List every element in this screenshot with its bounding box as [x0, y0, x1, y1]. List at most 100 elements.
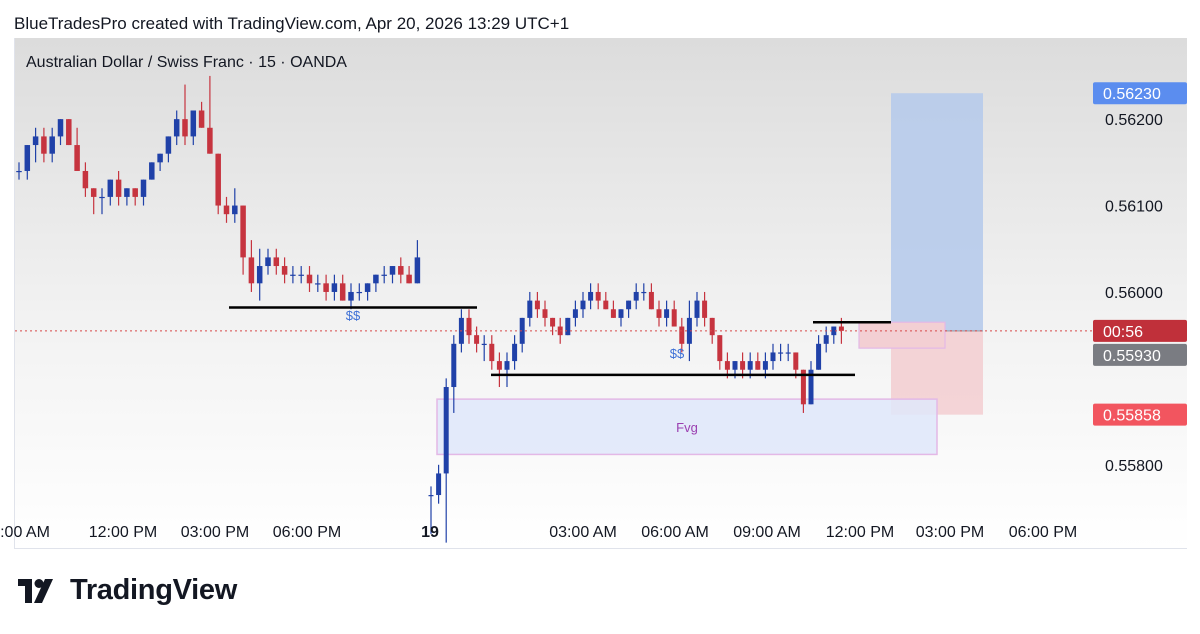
chart-pane[interactable]: $$ $$ Fvg 0.56200 0.56100 0.56000 0.55800 0.56…	[0, 38, 1187, 549]
tradingview-wordmark: TradingView	[70, 574, 237, 606]
candle	[496, 352, 502, 388]
price-tag-salmon: 0.55858	[1093, 403, 1187, 426]
candle	[315, 274, 321, 292]
candle	[572, 300, 578, 327]
candle	[785, 343, 791, 362]
y-tick-label: 0.55800	[1105, 458, 1163, 475]
x-tick-label: 03:00 AM	[549, 524, 617, 541]
candle	[132, 188, 138, 206]
chart-attribution: BlueTradesPro created with TradingView.c…	[14, 14, 570, 33]
fvg-zone[interactable]	[436, 398, 938, 456]
candle	[190, 110, 197, 146]
candle	[49, 127, 55, 163]
x-tick-label: 03:00 PM	[181, 524, 249, 541]
candles-layer	[16, 75, 844, 543]
candle	[436, 464, 442, 504]
x-tick-label: 03:00 PM	[916, 524, 984, 541]
symbol-title: Australian Dollar / Swiss Franc · 15 · O…	[26, 54, 347, 71]
candle	[281, 257, 288, 284]
candle	[626, 300, 632, 318]
candle	[323, 274, 329, 301]
candle	[74, 127, 80, 171]
candle	[618, 309, 624, 327]
candle	[90, 188, 97, 215]
candle	[694, 291, 700, 327]
candle	[232, 188, 238, 223]
y-tick-label: 0.56100	[1105, 199, 1163, 216]
candle	[808, 361, 814, 405]
candle	[428, 486, 434, 534]
candle	[373, 274, 379, 292]
candle	[443, 378, 449, 543]
candle	[165, 136, 172, 163]
candle	[16, 162, 22, 180]
candle	[414, 240, 421, 284]
candle	[339, 274, 346, 301]
candle	[57, 119, 64, 146]
candle	[215, 153, 221, 215]
x-tick-label: 12:00 PM	[89, 524, 157, 541]
fvg-label: Fvg	[676, 420, 698, 435]
candle	[157, 153, 163, 171]
candle	[398, 257, 404, 284]
candle	[512, 335, 518, 370]
candle	[595, 283, 601, 310]
liquidity-label-2: $$	[670, 346, 685, 361]
candle	[198, 101, 205, 128]
candle	[66, 119, 72, 146]
candle	[610, 300, 616, 318]
tradingview-logo-icon	[18, 578, 53, 603]
candle	[504, 352, 510, 388]
candle	[240, 205, 246, 275]
x-tick-label: 12:00 PM	[826, 524, 894, 541]
candle	[173, 110, 180, 146]
candle	[99, 188, 105, 215]
candle	[207, 75, 213, 154]
candle	[603, 291, 609, 310]
candle	[256, 248, 263, 301]
x-tick-label: 09:00 AM	[733, 524, 801, 541]
candle	[406, 266, 412, 284]
candle	[82, 162, 89, 197]
candle	[679, 317, 685, 353]
candle	[550, 317, 556, 336]
candle	[265, 248, 271, 275]
candle	[565, 317, 571, 336]
candle	[778, 343, 784, 362]
tradingview-footer: TradingView	[18, 574, 237, 607]
candle	[717, 335, 723, 370]
x-tick-label: 06:00 AM	[641, 524, 709, 541]
candle	[664, 300, 670, 327]
candle	[182, 84, 188, 146]
svg-text:0.56230: 0.56230	[1103, 86, 1161, 103]
candle	[290, 266, 296, 284]
candle	[656, 300, 662, 327]
take-profit-zone[interactable]	[891, 93, 983, 331]
price-tag-red: 00:56	[1093, 319, 1187, 342]
x-tick-label: :00 AM	[0, 524, 50, 541]
candle	[248, 240, 255, 292]
candle	[306, 266, 313, 292]
y-tick-label: 0.56000	[1105, 285, 1163, 302]
svg-text:0.55930: 0.55930	[1103, 348, 1161, 365]
x-tick-label: 06:00 PM	[273, 524, 341, 541]
mini-fvg-zone[interactable]	[858, 321, 946, 349]
candle	[800, 369, 806, 413]
candle	[481, 335, 487, 362]
candle	[709, 317, 715, 344]
candle	[223, 196, 230, 223]
candle	[298, 266, 304, 284]
candle	[41, 127, 47, 163]
candle	[124, 188, 130, 206]
candle	[140, 179, 147, 206]
price-chart[interactable]: $$ $$ Fvg 0.56200 0.56100 0.56000 0.55800 0.56…	[0, 38, 1187, 548]
price-tag-blue: 0.56230	[1093, 82, 1187, 105]
candle	[348, 283, 354, 310]
candle	[702, 291, 708, 327]
candle	[32, 127, 39, 163]
candle	[381, 266, 387, 284]
candle	[519, 317, 525, 353]
candle	[588, 283, 594, 310]
candle	[580, 291, 586, 318]
candle	[542, 300, 548, 327]
